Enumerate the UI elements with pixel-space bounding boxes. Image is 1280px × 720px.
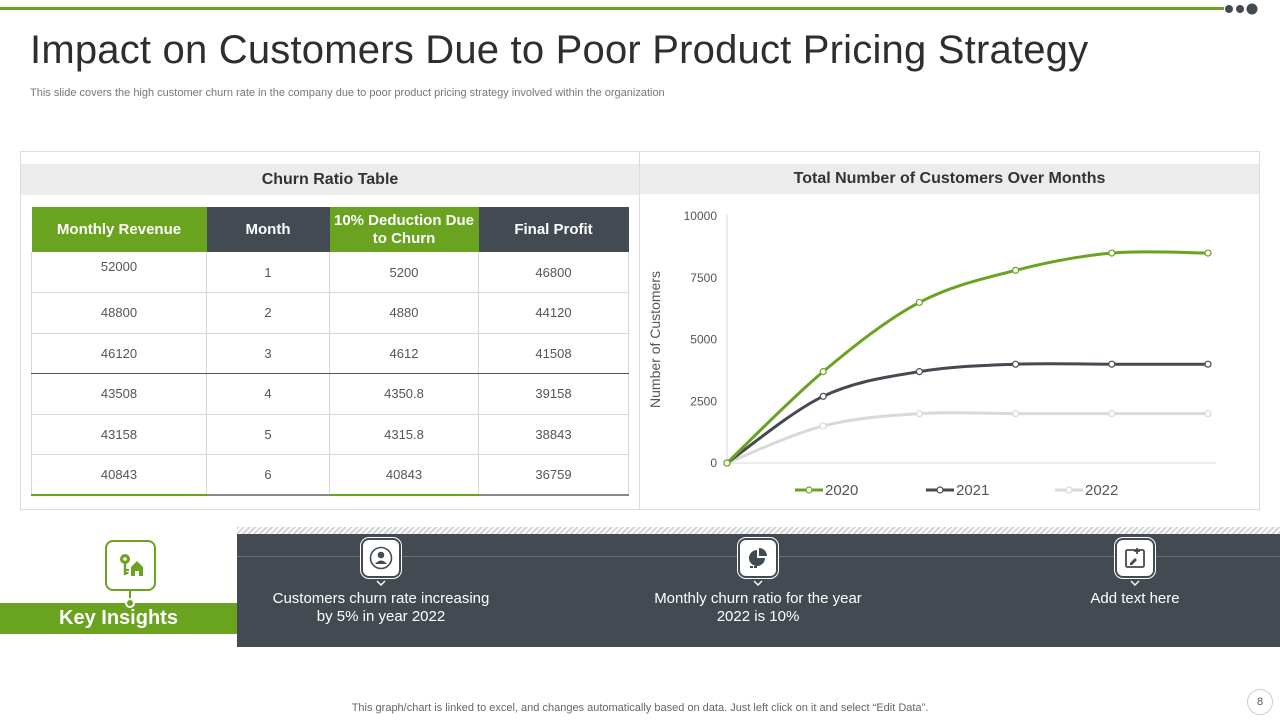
table-cell: 46800: [478, 252, 629, 293]
insight-text-3-line1[interactable]: Add text here: [1090, 590, 1180, 607]
data-point-2021: [915, 368, 923, 376]
data-point-2022: [819, 422, 827, 430]
y-tick-label: 0: [710, 456, 717, 470]
table-row: 43508 4 4350.8 39158: [31, 373, 629, 415]
chart-panel-title: Total Number of Customers Over Months: [640, 164, 1259, 194]
insight-text-2: Monthly churn ratio for the year 2022 is…: [637, 590, 879, 626]
table-cell: 43158: [31, 414, 207, 455]
series-line-2022: [726, 411, 1208, 465]
data-point-2021: [1012, 360, 1020, 368]
data-point-2020: [1108, 249, 1116, 257]
data-point-2020: [1012, 266, 1020, 274]
legend-marker-2022: [1065, 486, 1073, 494]
key-insights-badge: [105, 540, 156, 591]
table-cell: 5200: [329, 252, 479, 293]
chevron-down-icon: [1130, 580, 1140, 586]
table-cell: 4315.8: [329, 414, 479, 455]
footer-note: This graph/chart is linked to excel, and…: [0, 702, 1280, 714]
hatch-decoration: [237, 527, 1280, 534]
table-cell: 40843: [31, 454, 207, 496]
chevron-down-icon: [376, 580, 386, 586]
data-point-2022: [915, 410, 923, 418]
table-cell: 39158: [478, 373, 629, 415]
table-cell: 5: [206, 414, 330, 455]
page-number: 8: [1247, 689, 1273, 715]
key-insights-connector: [129, 591, 131, 603]
table-row: 46120 3 4612 41508: [31, 333, 629, 374]
y-tick-label: 7500: [690, 271, 717, 285]
insight-text-2-line2: 2022 is 10%: [716, 608, 800, 625]
data-point-2021: [1108, 360, 1116, 368]
footer-note-text: This graph/chart is linked to excel, and…: [351, 702, 929, 714]
edit-document-icon: [1117, 540, 1153, 576]
insight-text-1: Customers churn rate increasing by 5% in…: [261, 590, 501, 626]
column-header-monthly-revenue: Monthly Revenue: [31, 207, 207, 252]
table-row: 40843 6 40843 36759: [31, 454, 629, 496]
table-row: 48800 2 4880 44120: [31, 292, 629, 334]
legend-label-2020: 2020: [825, 482, 858, 499]
table-header-row: Monthly Revenue Month 10% Deduction Due …: [31, 207, 629, 252]
data-point-2020: [819, 368, 827, 376]
data-point-2022: [1012, 410, 1020, 418]
pie-chart-report-icon: [740, 540, 776, 576]
top-accent-line: [0, 7, 1224, 10]
insight-text-2-line1: Monthly churn ratio for the year: [654, 590, 862, 607]
page-subtitle: This slide covers the high customer chur…: [30, 87, 665, 99]
legend-label-2021: 2021: [956, 482, 989, 499]
table-cell: 52000: [31, 252, 207, 293]
customer-icon: [363, 540, 399, 576]
table-cell: 4880: [329, 292, 479, 334]
table-cell: 46120: [31, 333, 207, 374]
table-cell: 41508: [478, 333, 629, 374]
series-line-2020: [725, 250, 1209, 465]
insight-text-1-line1: Customers churn rate increasing: [272, 590, 490, 607]
table-row: 52000 1 5200 46800: [31, 252, 629, 293]
churn-ratio-table: Monthly Revenue Month 10% Deduction Due …: [31, 207, 629, 496]
table-cell: 48800: [31, 292, 207, 334]
table-row: 43158 5 4315.8 38843: [31, 414, 629, 455]
table-cell: 4612: [329, 333, 479, 374]
column-header-deduction: 10% Deduction Due to Churn: [329, 207, 479, 252]
legend-marker-2021: [936, 486, 944, 494]
customers-line-chart: 0 2500 5000 7500 10000 Number of Customers 202…: [647, 209, 1216, 499]
column-header-month: Month: [206, 207, 330, 252]
insight-text-3[interactable]: Add text here: [1035, 590, 1235, 608]
data-point-2022: [1108, 410, 1116, 418]
table-cell: 4: [206, 373, 330, 415]
data-point-2020: [1204, 249, 1212, 257]
content-panel: [20, 151, 1260, 510]
table-cell: 3: [206, 333, 330, 374]
data-point-2020: [723, 459, 731, 467]
legend-label-2022: 2022: [1085, 482, 1118, 499]
data-point-2022: [1204, 410, 1212, 418]
table-cell: 4350.8: [329, 373, 479, 415]
page-title: Impact on Customers Due to Poor Product …: [30, 28, 1089, 72]
key-insights-knob: [125, 598, 135, 608]
data-point-2021: [1204, 360, 1212, 368]
insight-text-1-line2: by 5% in year 2022: [316, 608, 446, 625]
legend-marker-2020: [805, 486, 813, 494]
y-axis-title: Number of Customers: [647, 271, 663, 408]
table-cell: 2: [206, 292, 330, 334]
table-cell: 36759: [478, 454, 629, 496]
table-panel-title: Churn Ratio Table: [21, 164, 639, 195]
table-cell: 1: [206, 252, 330, 293]
table-cell: 40843: [329, 454, 479, 496]
table-cell: 44120: [478, 292, 629, 334]
data-point-2021: [819, 392, 827, 400]
chevron-down-icon: [753, 580, 763, 586]
panel-divider: [639, 151, 640, 510]
keys-home-icon: [119, 553, 143, 576]
table-cell: 43508: [31, 373, 207, 415]
series-line-2021: [726, 362, 1208, 465]
slide-dots-decoration: [1225, 3, 1258, 15]
y-tick-label: 5000: [690, 333, 717, 347]
key-insights-label: Key Insights: [0, 603, 237, 634]
table-cell: 6: [206, 454, 330, 496]
y-tick-label: 2500: [690, 394, 717, 408]
y-tick-label: 10000: [684, 209, 718, 223]
column-header-final-profit: Final Profit: [478, 207, 629, 252]
table-cell: 38843: [478, 414, 629, 455]
data-point-2020: [915, 298, 923, 307]
